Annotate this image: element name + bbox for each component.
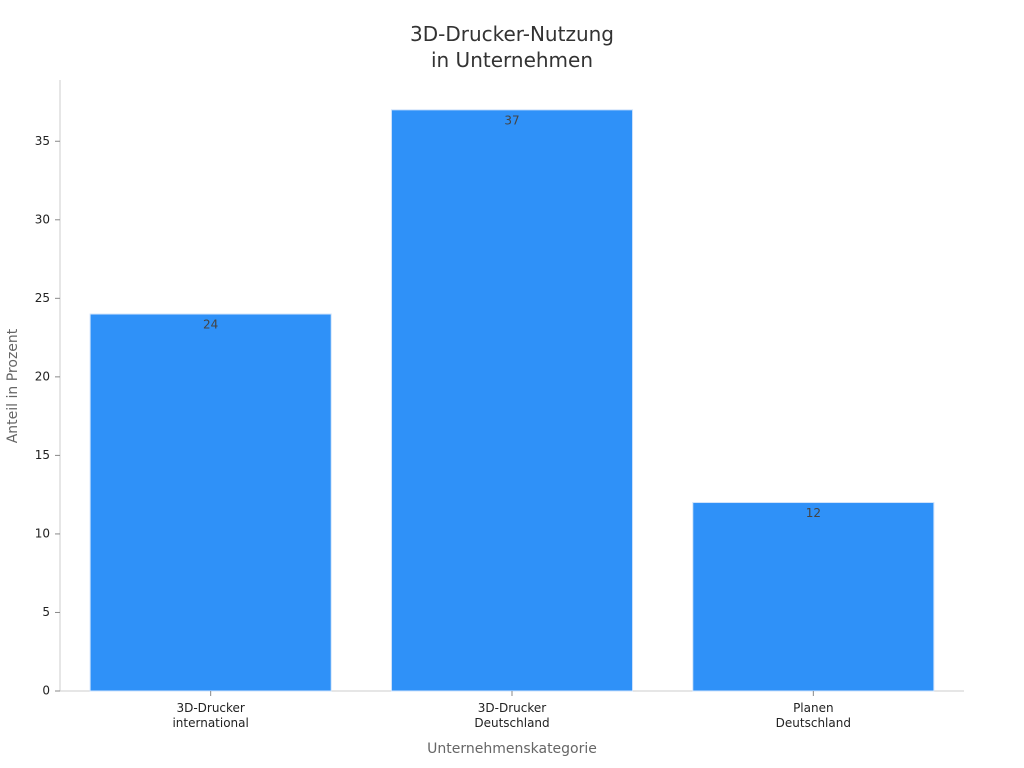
y-tick-label: 10 (35, 526, 50, 540)
x-tick-label: 3D-Drucker Deutschland (474, 701, 550, 730)
x-tick-label: 3D-Drucker international (172, 701, 249, 730)
y-axis-label: Anteil in Prozent (5, 328, 21, 443)
y-tick-label: 5 (42, 605, 50, 619)
y-tick-label: 0 (42, 684, 50, 698)
value-label: 12 (806, 506, 821, 520)
y-tick-label: 30 (35, 212, 50, 226)
chart-title: 3D-Drucker-Nutzung in Unternehmen (410, 22, 614, 72)
y-tick-label: 25 (35, 291, 50, 305)
x-tick-label: Planen Deutschland (775, 701, 851, 730)
y-tick-label: 20 (35, 369, 50, 383)
y-tick-label: 35 (35, 134, 50, 148)
bar (390, 109, 634, 692)
x-axis-label: Unternehmenskategorie (427, 741, 597, 757)
value-label: 24 (203, 318, 218, 332)
value-label: 37 (504, 113, 519, 127)
bar (89, 313, 332, 692)
y-tick-label: 15 (35, 448, 50, 462)
bar (692, 502, 935, 692)
